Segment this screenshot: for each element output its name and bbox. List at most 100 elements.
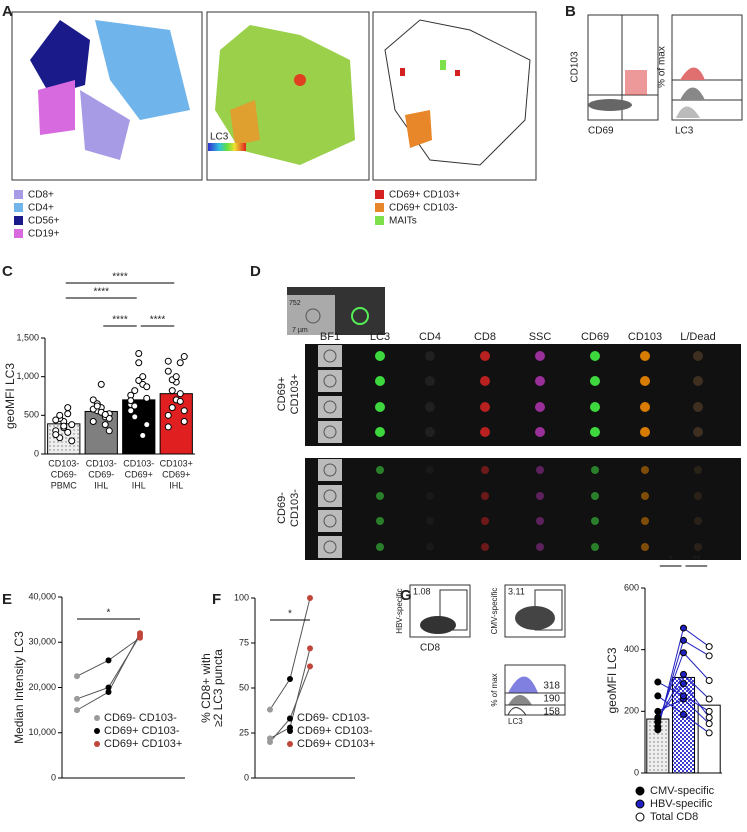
- y-tick-label: 40,000: [28, 591, 56, 601]
- bf-tile: [318, 510, 342, 532]
- cell: [425, 402, 435, 412]
- cell: [375, 376, 385, 386]
- cell: [480, 376, 490, 386]
- panel-label: D: [250, 263, 261, 280]
- cell: [323, 463, 337, 477]
- legend-label: CD4+: [28, 203, 54, 214]
- panel-label: E: [2, 591, 12, 608]
- pair-line: [657, 681, 684, 697]
- cell: [640, 376, 650, 386]
- donor-line: [269, 727, 291, 739]
- legend-label: CD69+ CD103+: [297, 738, 375, 750]
- donor-line: [108, 635, 141, 688]
- point: [267, 706, 273, 713]
- legend-swatch: [14, 216, 23, 225]
- channel-label: CD8: [474, 331, 496, 343]
- cell: [375, 402, 385, 412]
- cell: [323, 374, 337, 388]
- point: [64, 410, 72, 418]
- point: [105, 657, 112, 664]
- cell: [425, 351, 435, 361]
- x-tick-label: CD103-: [123, 458, 154, 468]
- point: [180, 418, 188, 426]
- sig-label: **: [692, 555, 700, 566]
- pair-line: [657, 652, 684, 723]
- cell: [641, 517, 649, 525]
- cell: [375, 427, 385, 437]
- point: [287, 676, 293, 682]
- legend-swatch: [14, 203, 23, 212]
- legend-label: CD69+ CD103+: [389, 190, 460, 201]
- point: [307, 645, 313, 652]
- y-tick-label: 0: [244, 772, 249, 782]
- point: [164, 411, 172, 419]
- x-tick-label: CD69+: [162, 469, 190, 479]
- donor-line: [269, 678, 291, 710]
- cell: [591, 466, 599, 474]
- cell: [640, 351, 650, 361]
- point: [97, 380, 105, 388]
- point: [180, 407, 188, 415]
- cell: [323, 425, 337, 439]
- bf-tile: [318, 370, 342, 392]
- point: [60, 422, 68, 430]
- cell: [591, 517, 599, 525]
- bf-tile: [318, 421, 342, 443]
- point: [705, 729, 713, 737]
- legend-label: CD69- CD103-: [104, 712, 177, 724]
- axis-label: CMV-specific: [490, 588, 499, 635]
- point: [143, 394, 151, 402]
- point: [654, 714, 662, 721]
- point: [654, 692, 662, 700]
- panel-label: G: [400, 587, 412, 604]
- point: [267, 739, 273, 745]
- point: [127, 407, 135, 415]
- donor-line: [108, 637, 141, 661]
- legend-swatch: [375, 203, 384, 212]
- gate-value: 3.11: [508, 586, 525, 596]
- donor-line: [289, 597, 311, 680]
- cell: [591, 543, 599, 551]
- legend-label: CMV-specific: [650, 785, 715, 797]
- legend-swatch: [375, 190, 384, 199]
- y-tick-label: 30,000: [28, 637, 56, 647]
- point: [164, 357, 172, 365]
- cell: [535, 402, 545, 412]
- point: [168, 387, 176, 395]
- point: [176, 390, 184, 398]
- legend-marker: [94, 741, 100, 747]
- tsne-frames: [11, 11, 537, 181]
- legend-marker: [94, 715, 100, 721]
- point: [105, 689, 112, 696]
- point: [52, 416, 60, 424]
- point: [180, 353, 188, 361]
- y-tick-label: 25: [239, 727, 249, 737]
- legend-label: CD69- CD103-: [297, 712, 370, 724]
- cell: [641, 492, 649, 500]
- point: [105, 427, 113, 435]
- cell: [640, 427, 650, 437]
- cell: [480, 427, 490, 437]
- cell: [481, 492, 489, 500]
- point: [680, 624, 687, 632]
- legend-marker: [287, 741, 293, 747]
- point: [680, 710, 687, 718]
- hist-value: 158: [543, 707, 560, 718]
- point: [307, 595, 313, 601]
- y-tick-label: 75: [239, 637, 249, 647]
- point: [74, 695, 80, 702]
- cell: [591, 492, 599, 500]
- pair-line: [657, 683, 684, 718]
- y-tick-label: 1,000: [16, 371, 39, 381]
- point: [705, 714, 713, 721]
- point: [143, 421, 151, 429]
- cell: [305, 308, 321, 324]
- cell: [641, 466, 649, 474]
- cell: [694, 517, 702, 525]
- group-label: CD69+: [276, 377, 288, 412]
- cell: [425, 427, 435, 437]
- legend-label: CD56+: [28, 216, 60, 227]
- flow-plots-b: [587, 14, 743, 121]
- donor-line: [289, 648, 311, 728]
- point: [680, 692, 687, 700]
